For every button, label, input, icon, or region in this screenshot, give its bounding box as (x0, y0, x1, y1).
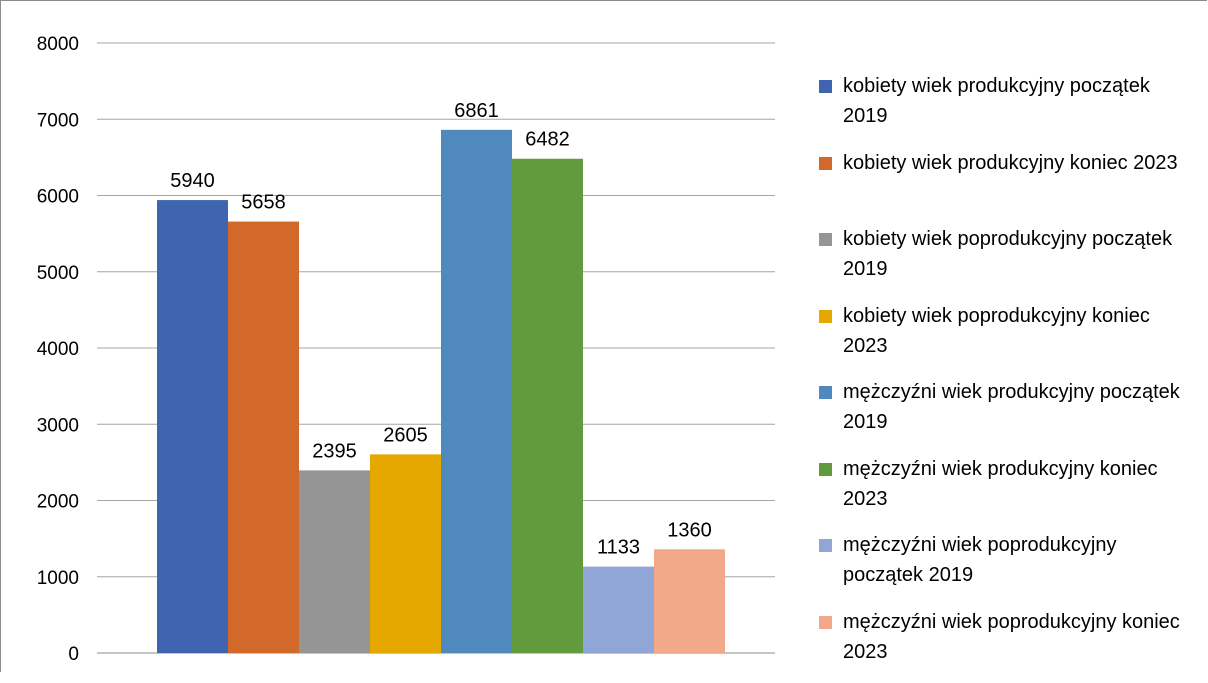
legend-label: mężczyźni wiek produkcyjny początek 2019 (843, 381, 1180, 433)
legend-swatch (819, 310, 832, 323)
bar (370, 454, 441, 653)
y-tick-label: 8000 (37, 34, 79, 55)
data-label: 5940 (170, 170, 215, 192)
legend-swatch (819, 386, 832, 399)
legend-label: kobiety wiek poprodukcyjny początek 2019 (843, 228, 1172, 280)
legend-label: mężczyźni wiek produkcyjny koniec 2023 (843, 458, 1158, 510)
data-label: 2605 (383, 424, 428, 446)
legend-label: kobiety wiek poprodukcyjny koniec 2023 (843, 305, 1150, 357)
legend-item: kobiety wiek poprodukcyjny początek 2019 (819, 224, 1199, 301)
y-tick-label: 0 (68, 644, 79, 665)
legend-item: mężczyźni wiek produkcyjny początek 2019 (819, 377, 1199, 454)
legend: kobiety wiek produkcyjny początek 2019 ko… (819, 71, 1199, 683)
legend-label: mężczyźni wiek poprodukcyjny koniec 2023 (843, 611, 1180, 663)
y-tick-label: 6000 (37, 187, 79, 208)
legend-item: kobiety wiek produkcyjny koniec 2023 (819, 148, 1199, 225)
y-tick-label: 4000 (37, 339, 79, 360)
legend-item: kobiety wiek poprodukcyjny koniec 2023 (819, 301, 1199, 378)
legend-item: mężczyźni wiek produkcyjny koniec 2023 (819, 454, 1199, 531)
legend-label: kobiety wiek produkcyjny początek 2019 (843, 75, 1150, 127)
legend-item: mężczyźni wiek poprodukcyjny początek 20… (819, 530, 1199, 607)
bar (654, 549, 725, 653)
legend-swatch (819, 539, 832, 552)
data-label: 1360 (667, 519, 712, 541)
data-label: 5658 (241, 192, 286, 214)
legend-label: mężczyźni wiek poprodukcyjny początek 20… (843, 534, 1116, 586)
y-tick-label: 2000 (37, 492, 79, 513)
y-tick-label: 1000 (37, 568, 79, 589)
y-tick-label: 7000 (37, 110, 79, 131)
bar (583, 567, 654, 653)
plot-area: 0 1000 2000 3000 4000 5000 6000 7000 8000 5940 56… (1, 1, 811, 672)
bar (157, 200, 228, 653)
legend-swatch (819, 463, 832, 476)
legend-item: mężczyźni wiek poprodukcyjny koniec 2023 (819, 607, 1199, 683)
bar (512, 159, 583, 653)
data-label: 6482 (525, 129, 570, 151)
data-label: 6861 (454, 100, 499, 122)
legend-swatch (819, 233, 832, 246)
bar (228, 222, 299, 653)
legend-swatch (819, 80, 832, 93)
legend-swatch (819, 157, 832, 170)
y-axis-ticks: 0 1000 2000 3000 4000 5000 6000 7000 8000 (37, 34, 79, 665)
y-tick-label: 3000 (37, 415, 79, 436)
bar (299, 470, 370, 653)
bar (441, 130, 512, 653)
data-label: 1133 (597, 537, 640, 559)
data-label: 2395 (312, 440, 357, 462)
legend-label: kobiety wiek produkcyjny koniec 2023 (843, 152, 1178, 174)
legend-item: kobiety wiek produkcyjny początek 2019 (819, 71, 1199, 148)
y-tick-label: 5000 (37, 263, 79, 284)
legend-swatch (819, 616, 832, 629)
